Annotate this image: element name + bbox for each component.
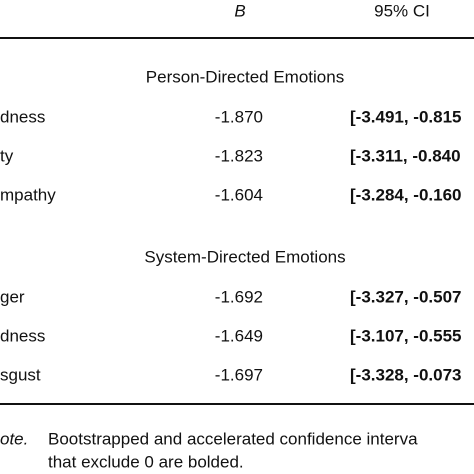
b-value: -1.604: [215, 185, 263, 204]
ci-value: [-3.107, -0.555: [350, 326, 462, 345]
section-title: System-Directed Emotions: [144, 247, 345, 266]
note-label: ote.: [0, 429, 28, 448]
b-value: -1.697: [215, 365, 263, 384]
b-value: -1.692: [215, 287, 263, 306]
row-label: ger: [0, 287, 25, 306]
row-label: ty: [0, 146, 14, 165]
row-label: mpathy: [0, 185, 56, 204]
b-value: -1.649: [215, 326, 263, 345]
ci-value: [-3.284, -0.160: [350, 185, 462, 204]
note-line: Bootstrapped and accelerated confidence …: [48, 429, 418, 448]
row-label: dness: [0, 107, 45, 126]
ci-value: [-3.311, -0.840: [350, 146, 461, 165]
b-value: -1.823: [215, 146, 263, 165]
b-value: -1.870: [215, 107, 263, 126]
header-b: B: [234, 1, 245, 20]
section-title: Person-Directed Emotions: [146, 67, 344, 86]
row-label: dness: [0, 326, 45, 345]
ci-value: [-3.327, -0.507: [350, 287, 462, 306]
header-ci: 95% CI: [374, 1, 430, 20]
ci-value: [-3.491, -0.815: [350, 107, 462, 126]
note-line: that exclude 0 are bolded.: [48, 452, 244, 471]
row-label: sgust: [0, 365, 41, 384]
ci-value: [-3.328, -0.073: [350, 365, 462, 384]
